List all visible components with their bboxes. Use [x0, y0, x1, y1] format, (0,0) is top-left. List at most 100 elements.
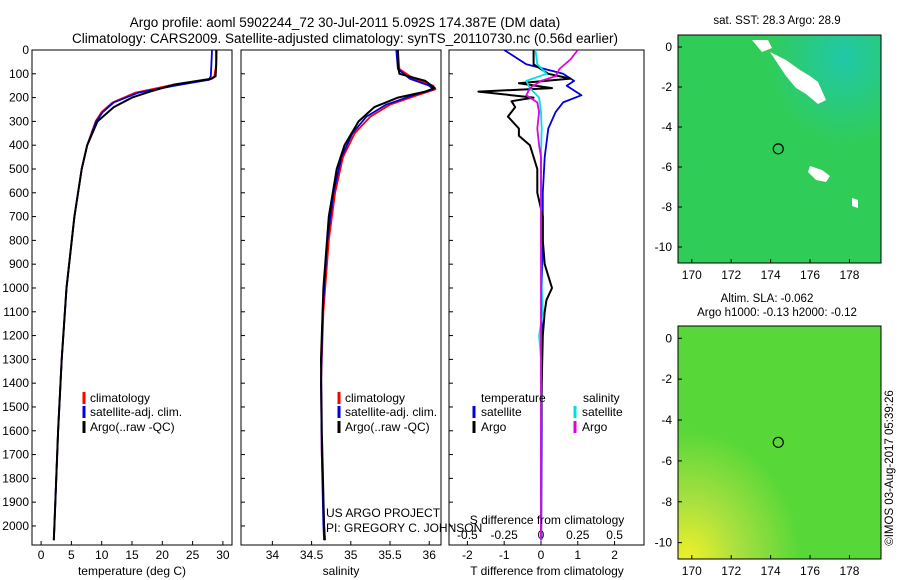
depth-axis: 0 100 200 300 400 500 600 700 800 900 1000 1100 1200… — [2, 43, 453, 533]
s-tick-label: -0.25 — [491, 528, 519, 542]
sla-float-marker — [772, 436, 784, 448]
x-tick-label: 34.5 — [300, 548, 324, 562]
depth-tick-label: 1300 — [2, 352, 29, 366]
map-y-tick-label: -8 — [661, 200, 672, 214]
x-tick-label: 15 — [125, 548, 139, 562]
temperature-plot: 0 5 10 15 20 25 30 — [38, 49, 230, 562]
depth-tick-label: 2000 — [2, 519, 29, 533]
x-tick-label: 2 — [611, 548, 618, 562]
salinity-legend: climatology satellite-adj. clim. Argo(..… — [337, 391, 437, 434]
salinity-plot: 34 34.5 35 35.5 36 — [266, 49, 437, 562]
legend-heading-temperature: temperature — [481, 391, 546, 405]
difference-legend: temperature salinity satellite Argo sate… — [472, 391, 623, 434]
t-difference-xlabel: T difference from climatology — [470, 564, 624, 578]
depth-tick-label: 400 — [9, 138, 29, 152]
depth-tick-label: 100 — [9, 67, 29, 81]
sla-map-title-2: Argo h1000: -0.13 h2000: -0.12 — [697, 307, 857, 319]
x-tick-label: 20 — [156, 548, 170, 562]
series-line — [525, 49, 579, 541]
temperature-panel-frame — [31, 49, 233, 546]
imos-watermark: ©IMOS 03-Aug-2017 05:39:26 — [884, 390, 896, 546]
map-y-tick-label: -10 — [655, 240, 673, 254]
credit-pi: PI: GREGORY C. JOHNSON — [326, 521, 482, 535]
series-line — [525, 49, 548, 541]
x-tick-label: 1 — [574, 548, 581, 562]
series-line — [320, 49, 435, 541]
map-y-tick-label: -2 — [661, 372, 672, 386]
depth-tick-label: 500 — [9, 162, 29, 176]
sla-map-title-1: Altim. SLA: -0.062 — [721, 293, 814, 305]
map-x-tick-label: 176 — [800, 268, 820, 282]
x-tick-label: 30 — [216, 548, 230, 562]
x-tick-label: -2 — [462, 548, 473, 562]
map-y-tick-label: -6 — [661, 454, 672, 468]
map-x-tick-label: 178 — [839, 564, 859, 578]
map-y-tick-label: 0 — [665, 40, 672, 54]
depth-tick-label: 1000 — [2, 281, 29, 295]
sla-map-frame — [677, 325, 882, 560]
depth-tick-label: 200 — [9, 91, 29, 105]
s-tick-label: 0.5 — [606, 528, 623, 542]
series-line — [52, 50, 218, 541]
x-tick-label: 5 — [68, 548, 75, 562]
sst-warm-patch — [678, 35, 881, 263]
depth-tick-label: 900 — [9, 257, 29, 271]
legend-label-argo: Argo(..raw -QC) — [90, 420, 175, 434]
depth-tick-label: 1800 — [2, 471, 29, 485]
x-tick-label: 36 — [423, 548, 437, 562]
x-tick-label: -1 — [499, 548, 510, 562]
depth-tick-label: 1600 — [2, 424, 29, 438]
map-y-tick-label: -6 — [661, 160, 672, 174]
x-tick-label: 10 — [95, 548, 109, 562]
depth-tick-label: 300 — [9, 114, 29, 128]
series-line — [477, 50, 572, 541]
salinity-xlabel: salinity — [323, 564, 360, 578]
header-line-1: Argo profile: aoml 5902244_72 30-Jul-201… — [130, 15, 561, 30]
sla-map: 170 172 174 176 178 0 -2 -4 -6 -8 -10 — [655, 325, 882, 578]
temperature-legend: climatology satellite-adj. clim. Argo(..… — [82, 391, 182, 434]
x-tick-label: 35.5 — [378, 548, 402, 562]
depth-tick-label: 1400 — [2, 376, 29, 390]
series-line — [320, 49, 437, 541]
legend-label-temp-satellite: satellite — [481, 405, 522, 419]
map-y-tick-label: -4 — [661, 120, 672, 134]
s-difference-xlabel: S difference from climatology — [470, 513, 625, 527]
depth-tick-label: 1900 — [2, 495, 29, 509]
map-x-tick-label: 174 — [761, 268, 781, 282]
map-y-tick-label: -2 — [661, 80, 672, 94]
legend-label-temp-argo: Argo — [481, 420, 507, 434]
legend-label-climatology: climatology — [90, 391, 150, 405]
map-x-tick-label: 178 — [839, 268, 859, 282]
map-x-tick-label: 170 — [682, 268, 702, 282]
difference-panel-frame — [448, 49, 645, 546]
sst-map: 170 172 174 176 178 0 -2 -4 -6 -8 -10 — [655, 34, 882, 282]
map-x-tick-label: 172 — [721, 268, 741, 282]
legend-label-argo: Argo(..raw -QC) — [345, 420, 430, 434]
x-tick-label: 0 — [38, 548, 45, 562]
legend-heading-salinity: salinity — [583, 391, 620, 405]
sst-map-frame — [677, 34, 882, 264]
sst-float-marker — [772, 143, 784, 155]
depth-tick-label: 1700 — [2, 448, 29, 462]
depth-tick-label: 1100 — [3, 305, 29, 319]
header-line-2: Climatology: CARS2009. Satellite-adjuste… — [72, 31, 618, 46]
temperature-xlabel: temperature (deg C) — [78, 564, 186, 578]
legend-label-sal-satellite: satellite — [582, 405, 623, 419]
map-x-tick-label: 176 — [800, 564, 820, 578]
legend-label-satellite: satellite-adj. clim. — [345, 405, 437, 419]
map-y-tick-label: -8 — [661, 495, 672, 509]
depth-tick-label: 800 — [9, 233, 29, 247]
sst-map-title: sat. SST: 28.3 Argo: 28.9 — [713, 15, 840, 27]
depth-tick-label: 600 — [9, 186, 29, 200]
x-tick-label: 35 — [344, 548, 358, 562]
series-line — [52, 49, 218, 541]
series-line — [52, 49, 213, 541]
x-tick-label: 25 — [186, 548, 200, 562]
x-tick-label: 34 — [266, 548, 280, 562]
legend-label-satellite: satellite-adj. clim. — [90, 405, 182, 419]
map-y-tick-label: -4 — [661, 413, 672, 427]
difference-plot: -2 -1 0 1 2-0.5 -0.25 0 0.25 0.5 — [457, 49, 623, 562]
sst-map-axes: 170 172 174 176 178 0 -2 -4 -6 -8 -10 — [655, 40, 860, 282]
credit-project: US ARGO PROJECT — [326, 506, 441, 520]
